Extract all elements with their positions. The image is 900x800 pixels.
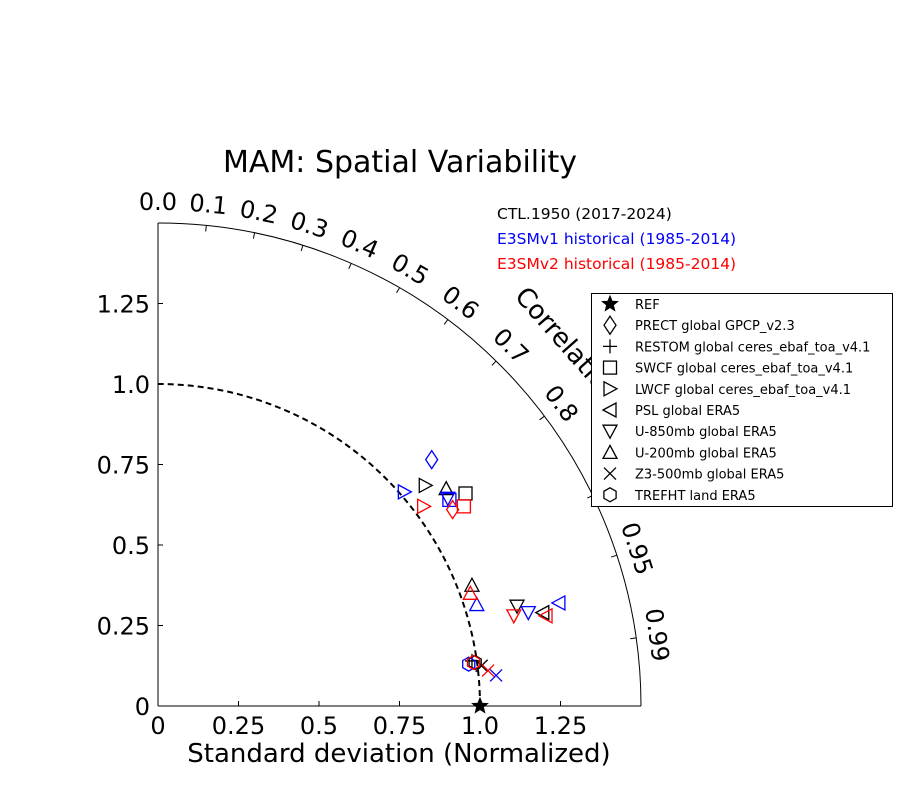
chart-title: MAM: Spatial Variability [223,145,577,180]
correlation-tick-mark [630,637,637,640]
data-point-hexagon [466,654,481,671]
data-point-diamond [445,499,460,520]
marker-legend: REF PRECT global GPCP_v2.3 RESTOM global c… [591,293,893,507]
diagram-frame [157,222,642,707]
correlation-tick-label: 0.8 [539,380,584,427]
data-point-triangle-left [550,594,566,612]
x-tick-label: 1.25 [534,712,587,740]
marker-legend-label: TREFHT land ERA5 [634,489,756,504]
data-point-diamond [424,449,439,470]
legend-marker-triangle-left [601,401,617,419]
data-point-square [456,499,472,514]
x-tick-label: 0 [150,712,165,740]
x-tick-label: 0.5 [300,712,338,740]
legend-marker-diamond [603,315,617,336]
data-point-triangle-up [463,576,481,592]
x-tick-label: 0.25 [212,712,265,740]
correlation-tick-mark [539,415,545,421]
y-tick-label: 0.25 [97,613,150,641]
x-tick-label: 1.0 [461,712,499,740]
y-tick-label: 0 [135,693,150,721]
correlation-tick-label: 0.3 [287,206,332,244]
y-tick-label: 1.0 [112,371,150,399]
y-tick-label: 0.5 [112,532,150,560]
correlation-tick-label: 0.2 [237,195,280,230]
legend-marker-plus [603,339,617,354]
correlation-tick-mark [610,554,618,558]
legend-marker-hexagon [603,487,617,503]
marker-legend-label: SWCF global ceres_ebaf_toa_v4.1 [635,362,853,377]
case-legend-entry: E3SMv1 historical (1985-2014) [497,230,736,248]
correlation-tick-mark [300,245,304,252]
correlation-tick-label: 0.1 [188,189,229,221]
legend-marker-triangle-down [601,424,619,440]
correlation-tick-label: 0.0 [139,188,177,216]
y-tick-label: 1.25 [97,291,150,319]
correlation-tick-mark [348,263,352,270]
legend-marker-triangle-right [603,380,619,397]
case-legend-entry: CTL.1950 (2017-2024) [497,205,672,223]
data-point-triangle-down [508,599,526,615]
marker-legend-label: U-850mb global ERA5 [635,425,777,440]
data-point-triangle-left [534,604,550,621]
x-tick-label: 0.75 [373,712,426,740]
outer-arc [157,222,642,707]
y-tick-label: 0.75 [97,452,150,480]
data-point-x [475,659,489,673]
marker-legend-frame [591,293,893,507]
data-point-triangle-left [537,607,553,624]
marker-legend-label: U-200mb global ERA5 [635,446,777,461]
data-point-x [481,664,495,678]
data-point-triangle-up [438,480,455,496]
correlation-tick-label: 0.6 [437,280,484,325]
correlation-tick-mark [396,287,400,294]
marker-legend-label: Z3-500mb global ERA5 [635,468,784,483]
legend-marker-star [601,294,619,312]
data-point-hexagon [468,654,482,671]
data-point-triangle-down [505,609,522,625]
correlation-tick-mark [443,319,449,325]
case-legend-entry: E3SMv2 historical (1985-2014) [497,255,736,273]
data-point-triangle-down [439,491,456,507]
reference-point [471,696,489,714]
x-axis-label: Standard deviation (Normalized) [187,739,610,769]
data-point-triangle-up [468,596,485,612]
marker-legend-label: PSL global ERA5 [635,404,740,419]
marker-legend-label: PRECT global GPCP_v2.3 [635,319,795,334]
data-point-hexagon [462,656,476,672]
reference-std-arc [157,383,481,707]
correlation-tick-mark [491,360,497,366]
case-legend: CTL.1950 (2017-2024) E3SMv1 historical (1… [497,205,736,273]
data-point-square [458,486,473,501]
data-point-triangle-right [418,477,434,494]
correlation-tick-label: 0.99 [639,606,674,663]
correlation-tick-mark [205,225,207,232]
data-point-triangle-right [397,483,413,500]
legend-marker-square [602,360,618,375]
data-points [397,449,566,714]
data-point-triangle-right [416,498,433,515]
legend-marker-triangle-up [601,444,619,460]
data-point-x [489,668,503,682]
correlation-tick-mark [252,232,256,239]
data-point-triangle-up [462,584,479,600]
correlation-tick-label: 0.4 [337,224,383,265]
data-point-triangle-down [520,605,537,621]
marker-legend-label: LWCF global ceres_ebaf_toa_v4.1 [635,383,851,398]
legend-marker-x [603,467,617,481]
marker-legend-label: RESTOM global ceres_ebaf_toa_v4.1 [635,340,870,355]
marker-legend-label: REF [635,298,660,313]
